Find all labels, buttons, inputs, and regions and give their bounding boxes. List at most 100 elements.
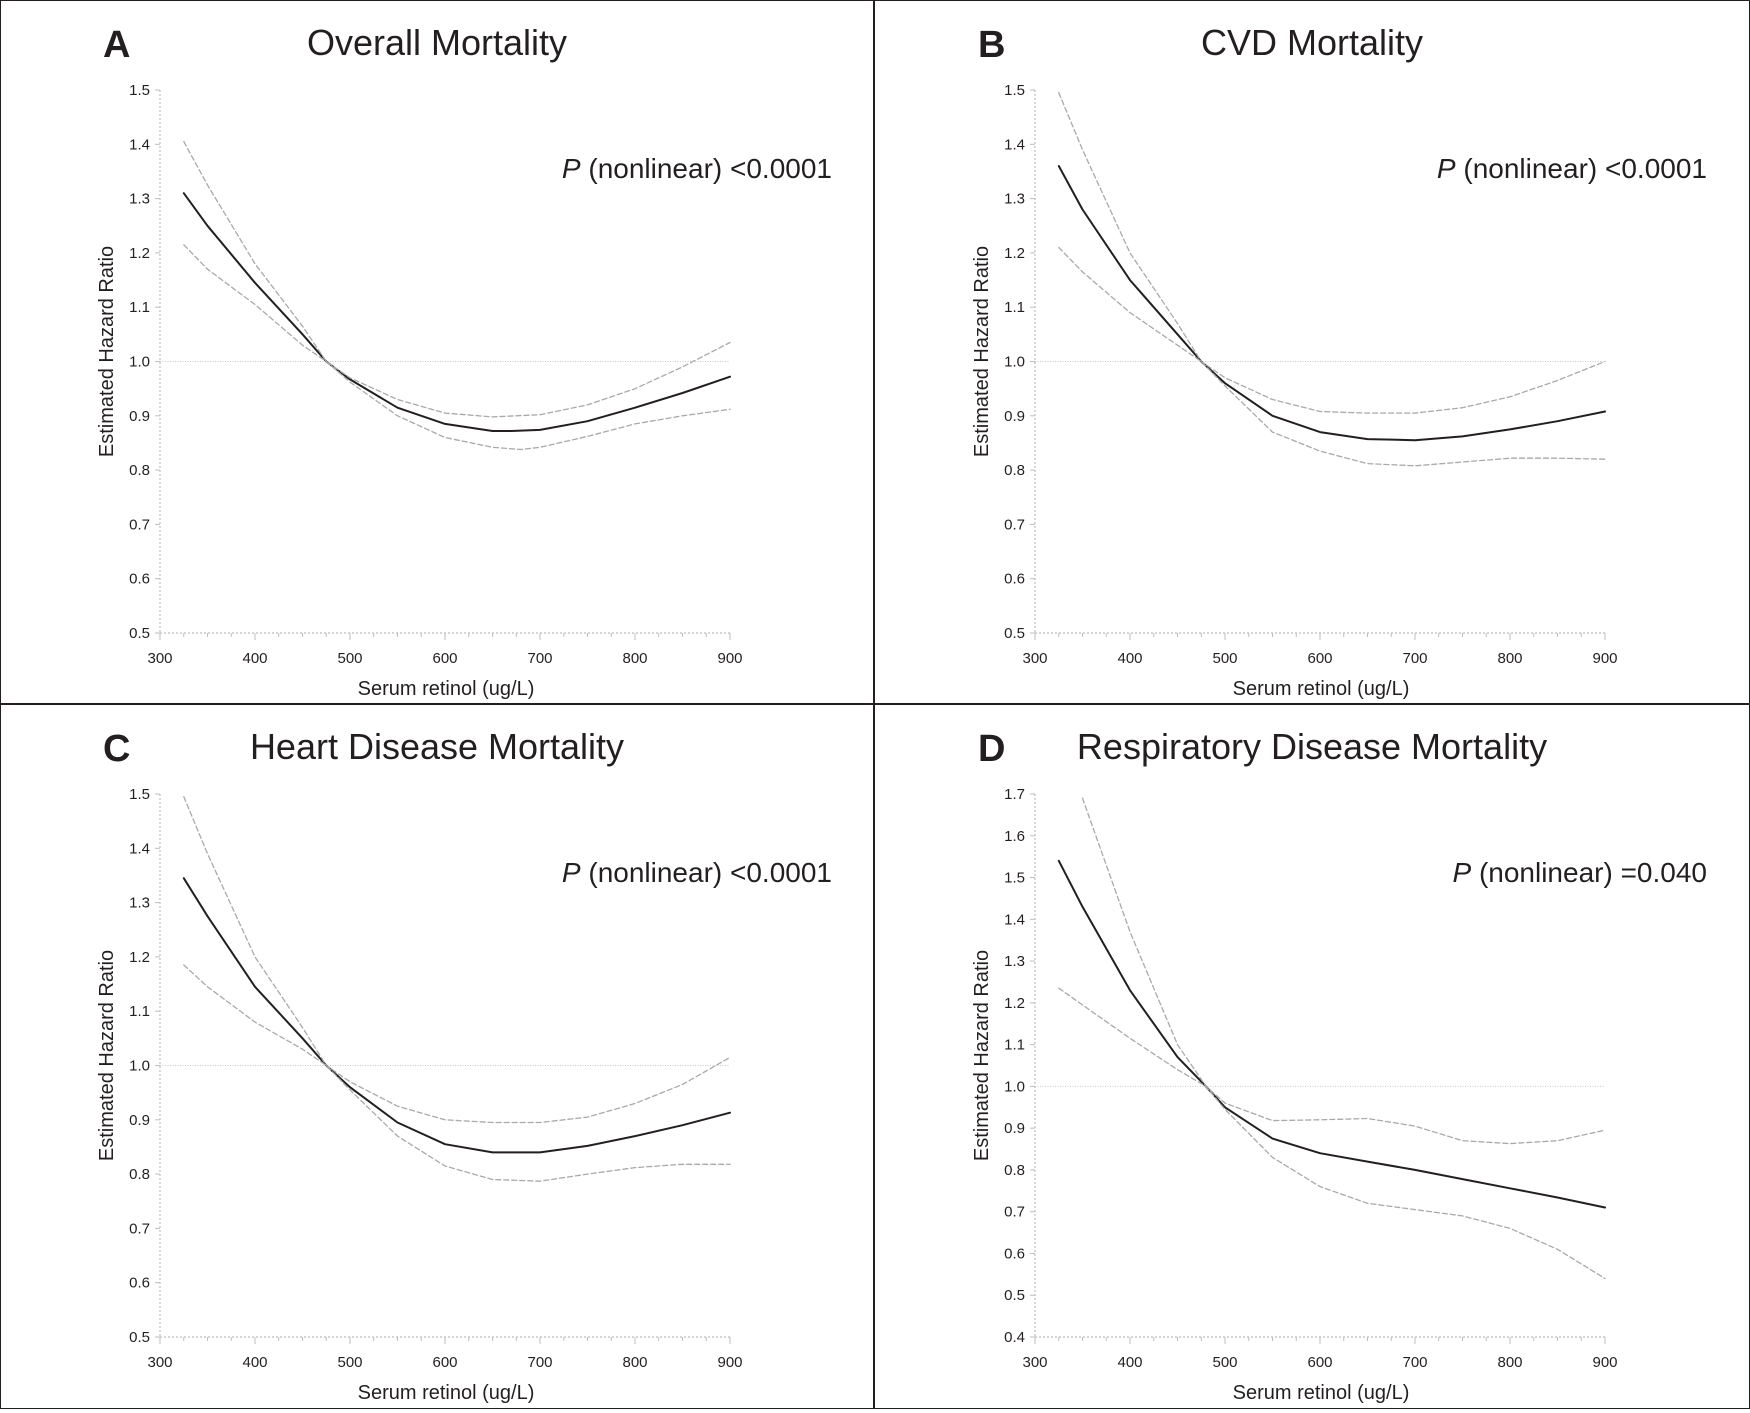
y-tick-label: 1.1: [129, 1003, 150, 1020]
y-tick-label: 1.3: [1004, 953, 1025, 970]
y-tick-label: 1.5: [129, 82, 150, 99]
y-tick-label: 1.5: [1004, 870, 1025, 887]
x-tick-label: 900: [1592, 650, 1617, 667]
x-tick-label: 600: [1307, 650, 1332, 667]
x-tick-label: 900: [1592, 1354, 1617, 1371]
x-tick-label: 700: [527, 1354, 552, 1371]
y-tick-label: 0.6: [1004, 1245, 1025, 1262]
y-tick-label: 0.6: [1004, 571, 1025, 588]
y-axis-label: Estimated Hazard Ratio: [971, 246, 993, 457]
y-tick-label: 0.8: [1004, 462, 1025, 479]
y-tick-label: 0.5: [129, 1329, 150, 1346]
x-tick-label: 400: [1117, 650, 1142, 667]
y-tick-label: 0.7: [129, 1220, 150, 1237]
x-tick-label: 500: [1212, 1354, 1237, 1371]
p-value-annotation: P (nonlinear) <0.0001: [562, 857, 832, 888]
y-tick-label: 1.2: [1004, 995, 1025, 1012]
y-tick-label: 0.9: [1004, 408, 1025, 425]
p-value-text: (nonlinear) <0.0001: [1456, 153, 1707, 184]
horizontal-divider: [0, 703, 1750, 705]
chart-svg: D Respiratory Disease Mortality P (nonline…: [971, 726, 1707, 1404]
x-tick-label: 400: [242, 1354, 267, 1371]
y-tick-label: 1.3: [129, 191, 150, 208]
y-tick-label: 1.0: [129, 1058, 150, 1075]
panel-heart-disease-mortality: C Heart Disease Mortality P (nonlinear) <0…: [0, 704, 875, 1408]
x-tick-label: 800: [622, 650, 647, 667]
x-axis-label: Serum retinol (ug/L): [1233, 1382, 1410, 1404]
outer-border-left: [0, 0, 1, 1409]
y-tick-label: 0.9: [1004, 1120, 1025, 1137]
confidence-band-ci-lower: [183, 244, 731, 451]
x-tick-label: 500: [337, 650, 362, 667]
x-tick-label: 500: [1212, 650, 1237, 667]
x-tick-label: 300: [147, 650, 172, 667]
x-tick-label: 500: [337, 1354, 362, 1371]
y-tick-label: 1.1: [1004, 1037, 1025, 1054]
y-tick-label: 1.5: [1004, 82, 1025, 99]
x-tick-label: 600: [1307, 1354, 1332, 1371]
x-tick-label: 800: [1497, 650, 1522, 667]
p-value-italic: P: [562, 857, 581, 888]
panel-letter: A: [103, 24, 130, 66]
y-tick-label: 0.7: [1004, 516, 1025, 533]
x-tick-label: 700: [1402, 650, 1427, 667]
confidence-band-ci-lower: [183, 964, 731, 1182]
x-axis-label: Serum retinol (ug/L): [358, 678, 535, 700]
panel-respiratory-disease-mortality: D Respiratory Disease Mortality P (nonline…: [875, 704, 1750, 1408]
p-value-text: (nonlinear) <0.0001: [581, 857, 832, 888]
y-tick-label: 0.6: [129, 1275, 150, 1292]
y-tick-label: 0.8: [1004, 1162, 1025, 1179]
y-tick-label: 1.4: [1004, 911, 1025, 928]
x-axis-label: Serum retinol (ug/L): [1233, 678, 1410, 700]
y-tick-label: 1.1: [129, 299, 150, 316]
y-tick-label: 1.0: [129, 354, 150, 371]
panel-overall-mortality: A Overall Mortality P (nonlinear) <0.0001 0…: [0, 0, 875, 704]
outer-border-top: [0, 0, 1750, 1]
p-value-annotation: P (nonlinear) <0.0001: [562, 153, 832, 184]
y-tick-label: 0.9: [129, 1112, 150, 1129]
confidence-band-ci-upper: [1058, 92, 1606, 414]
x-tick-label: 300: [1022, 1354, 1047, 1371]
x-tick-label: 700: [1402, 1354, 1427, 1371]
x-tick-label: 900: [717, 650, 742, 667]
x-tick-label: 900: [717, 1354, 742, 1371]
x-axis-label: Serum retinol (ug/L): [358, 1382, 535, 1404]
x-tick-label: 300: [147, 1354, 172, 1371]
y-tick-label: 0.8: [129, 1166, 150, 1183]
x-tick-label: 600: [432, 650, 457, 667]
y-tick-label: 1.2: [129, 245, 150, 262]
p-value-italic: P: [1437, 153, 1456, 184]
y-tick-label: 1.5: [129, 786, 150, 803]
chart-title: CVD Mortality: [1201, 22, 1423, 63]
panel-letter: C: [103, 728, 130, 770]
confidence-band-ci-upper: [183, 796, 731, 1124]
y-tick-label: 0.8: [129, 462, 150, 479]
x-tick-label: 800: [622, 1354, 647, 1371]
y-tick-label: 0.4: [1004, 1329, 1025, 1346]
y-tick-label: 1.4: [129, 136, 150, 153]
chart-svg: A Overall Mortality P (nonlinear) <0.0001 0…: [96, 22, 832, 700]
hazard-ratio-curve: [182, 877, 731, 1154]
x-tick-label: 400: [242, 650, 267, 667]
y-tick-label: 1.0: [1004, 1078, 1025, 1095]
y-tick-label: 1.6: [1004, 828, 1025, 845]
y-tick-label: 1.2: [129, 949, 150, 966]
y-tick-label: 0.5: [1004, 1287, 1025, 1304]
y-tick-label: 0.6: [129, 571, 150, 588]
chart-svg: C Heart Disease Mortality P (nonlinear) <0…: [96, 726, 832, 1404]
p-value-italic: P: [1452, 857, 1471, 888]
p-value-annotation: P (nonlinear) =0.040: [1452, 857, 1707, 888]
panel-letter: D: [978, 728, 1005, 770]
chart-title: Heart Disease Mortality: [250, 726, 624, 767]
hazard-ratio-curve: [1057, 859, 1606, 1209]
hazard-ratio-curve: [182, 192, 731, 432]
y-tick-label: 1.4: [129, 840, 150, 857]
y-tick-label: 1.4: [1004, 136, 1025, 153]
y-tick-label: 1.3: [129, 895, 150, 912]
y-tick-label: 0.5: [129, 625, 150, 642]
y-tick-label: 0.7: [1004, 1204, 1025, 1221]
y-axis-label: Estimated Hazard Ratio: [96, 950, 118, 1161]
y-tick-label: 1.1: [1004, 299, 1025, 316]
y-tick-label: 1.3: [1004, 191, 1025, 208]
p-value-italic: P: [562, 153, 581, 184]
